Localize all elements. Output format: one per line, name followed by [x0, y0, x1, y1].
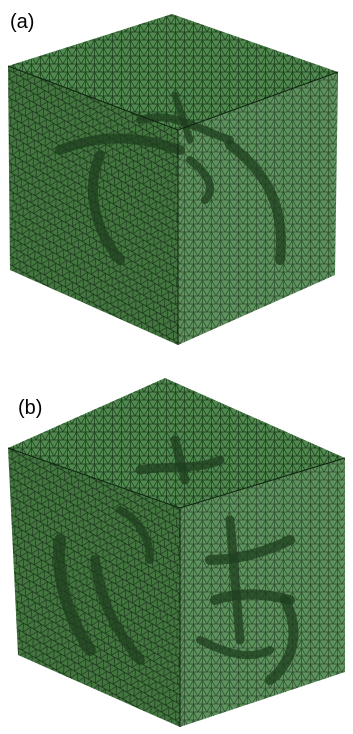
cube-a: [8, 14, 338, 345]
panel-label: (b): [18, 397, 42, 419]
cube-b: [8, 378, 345, 727]
figure: (a) (b): [0, 0, 353, 734]
panel-label: (a): [10, 11, 34, 33]
